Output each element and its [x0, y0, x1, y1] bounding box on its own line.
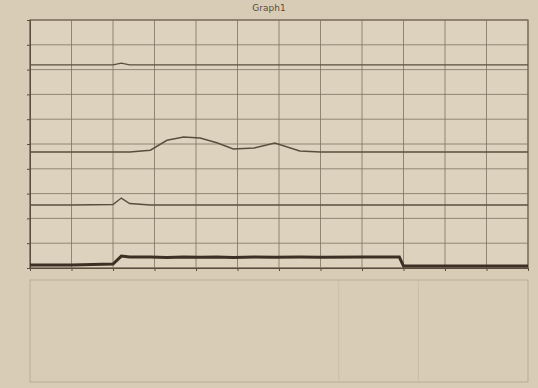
tick-mark: [27, 144, 30, 145]
tick: [445, 268, 446, 271]
tick-mark: [113, 268, 114, 271]
axis-line: [31, 269, 529, 272]
series-line: [30, 137, 528, 152]
table-frame: [30, 280, 528, 382]
grid-line-y: [30, 119, 528, 120]
tick-mark: [238, 268, 239, 271]
background: [0, 0, 538, 388]
series-group: [30, 63, 528, 266]
tick: [27, 70, 30, 71]
tick-mark: [27, 194, 30, 195]
x-axis: [31, 268, 529, 271]
tick-mark: [27, 218, 30, 219]
tick-mark: [155, 268, 156, 271]
tick-mark: [487, 268, 488, 271]
title: Graph1: [252, 3, 285, 13]
tick: [321, 268, 322, 271]
plot: [27, 20, 529, 271]
tick-mark: [321, 268, 322, 271]
tick-mark: [528, 268, 529, 271]
tick-mark: [27, 94, 30, 95]
tick: [362, 268, 363, 271]
grid: [30, 20, 528, 268]
table-column-line: [338, 280, 339, 382]
tick: [27, 119, 30, 120]
series-line: [30, 198, 528, 205]
grid-line-y: [30, 168, 528, 169]
tick-mark: [362, 268, 363, 271]
axis-line: [27, 21, 31, 269]
tick: [27, 243, 30, 244]
tick-mark: [27, 243, 30, 244]
tick: [487, 268, 488, 271]
tick: [27, 94, 30, 95]
tick: [528, 268, 529, 271]
tick: [27, 144, 30, 145]
tick: [27, 218, 30, 219]
grid-line-y: [30, 218, 528, 219]
table-column-line: [418, 280, 419, 382]
tick: [27, 45, 30, 46]
tick: [72, 268, 73, 271]
grid-line-y: [30, 94, 528, 95]
tick-mark: [27, 45, 30, 46]
tick-mark: [404, 268, 405, 271]
chart: Graph1: [0, 0, 538, 388]
tick-mark: [196, 268, 197, 271]
tick: [27, 194, 30, 195]
table-border: [30, 280, 528, 382]
tick: [279, 268, 280, 271]
grid-line-y: [30, 243, 528, 244]
grid-line-y: [30, 193, 528, 194]
tick: [196, 268, 197, 271]
tick-mark: [27, 169, 30, 170]
y-axis: [27, 21, 31, 269]
tick-mark: [279, 268, 280, 271]
tick: [113, 268, 114, 271]
tick-mark: [27, 70, 30, 71]
tick: [155, 268, 156, 271]
tick: [238, 268, 239, 271]
tick-mark: [445, 268, 446, 271]
tick-mark: [72, 268, 73, 271]
tick: [27, 268, 30, 269]
tick-mark: [27, 119, 30, 120]
tick: [27, 20, 30, 21]
tick: [27, 169, 30, 170]
plot-frame: [30, 20, 528, 268]
grid-line-y: [30, 20, 528, 21]
series-line: [30, 256, 528, 266]
tick-mark: [27, 268, 30, 269]
tick: [404, 268, 405, 271]
tick-mark: [27, 20, 30, 21]
grid-line-y: [30, 69, 528, 70]
series-line: [30, 63, 528, 65]
grid-line-y: [30, 44, 528, 45]
